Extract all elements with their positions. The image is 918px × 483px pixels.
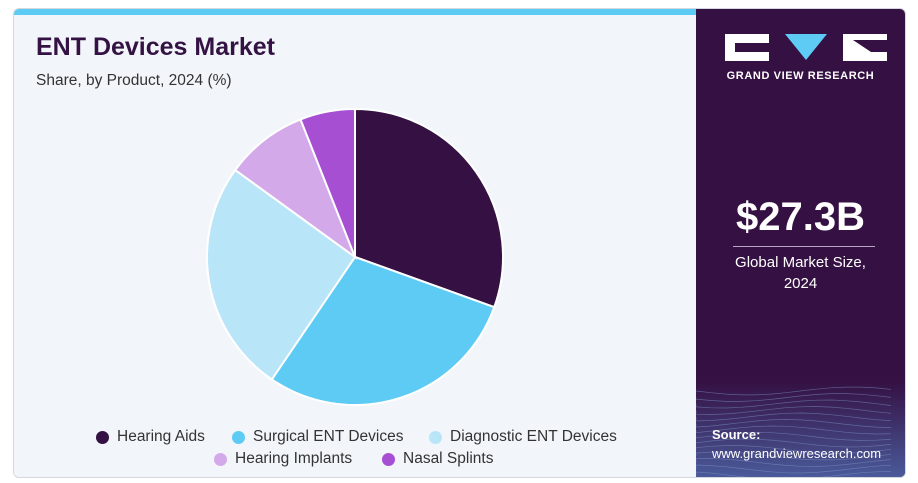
market-size-label: Global Market Size, 2024 (696, 252, 905, 294)
info-sidebar: GRAND VIEW RESEARCH $27.3B Global Market… (696, 9, 905, 477)
grand-view-research-logo (725, 34, 887, 61)
legend-label: Nasal Splints (403, 450, 494, 467)
legend-item: Hearing Aids (96, 428, 205, 446)
legend-swatch (214, 452, 227, 466)
legend-item: Hearing Implants (214, 450, 352, 468)
pie-slice-hearing-implants (233, 118, 358, 260)
market-size-label-line1: Global Market Size, (735, 254, 866, 271)
legend-swatch (232, 430, 245, 444)
legend-label: Diagnostic ENT Devices (450, 428, 617, 445)
source-link[interactable]: www.grandviewresearch.com (712, 446, 882, 461)
legend-label: Hearing Implants (235, 450, 353, 467)
legend-swatch (429, 430, 442, 444)
chart-panel: ENT Devices Market Share, by Product, 20… (14, 15, 696, 477)
legend-item: Surgical ENT Devices (232, 428, 403, 446)
source-label: Source: (712, 427, 761, 442)
brand-name: GRAND VIEW RESEARCH (726, 70, 875, 82)
chart-card: ENT Devices Market Share, by Product, 20… (13, 8, 906, 478)
market-size-label-line2: 2024 (783, 275, 818, 292)
market-size-value: $27.3B (736, 195, 865, 239)
legend-item: Nasal Splints (382, 450, 493, 468)
pie-slice-hearing-aids (354, 107, 504, 309)
legend-label: Surgical ENT Devices (253, 428, 404, 445)
legend-item: Diagnostic ENT Devices (429, 428, 617, 446)
pie-slice-nasal-splints (299, 107, 356, 258)
pie-slice-diagnostic-ent-devices (206, 168, 357, 381)
chart-title: ENT Devices Market (36, 33, 276, 61)
divider (733, 246, 875, 247)
accent-bar (14, 9, 696, 15)
legend-swatch (96, 430, 109, 444)
legend-label: Hearing Aids (117, 428, 205, 445)
pie-chart (206, 107, 504, 406)
wave-pattern (696, 381, 905, 477)
legend-swatch (382, 452, 395, 466)
chart-subtitle: Share, by Product, 2024 (%) (36, 72, 232, 89)
pie-slice-surgical-ent-devices (270, 255, 496, 406)
